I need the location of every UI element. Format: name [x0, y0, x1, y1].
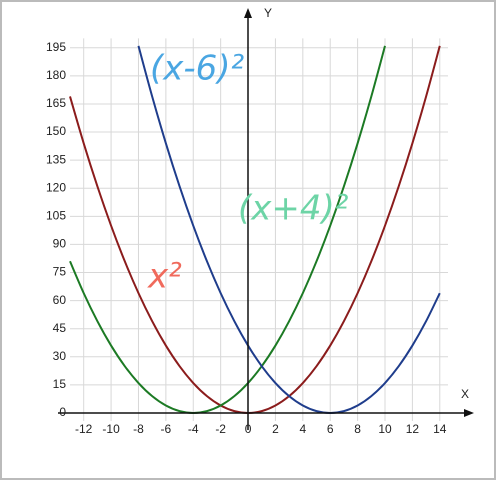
x-tick-label: -4 [188, 422, 199, 436]
x-tick-label: 2 [272, 422, 279, 436]
curve [137, 45, 441, 415]
y-tick-label: 15 [53, 377, 67, 391]
x-tick-label: 4 [299, 422, 306, 436]
y-tick-label: 0 [59, 405, 66, 419]
x-tick-label: 10 [378, 422, 392, 436]
y-arrow [244, 8, 252, 18]
x-tick-label: -6 [161, 422, 172, 436]
x-axis-label: X [461, 387, 469, 401]
y-tick-label: 90 [53, 237, 67, 251]
x-tick-label: -2 [215, 422, 226, 436]
x-tick-label: 6 [327, 422, 334, 436]
y-tick-label: 150 [46, 124, 66, 138]
x-arrow [464, 409, 474, 417]
x-tick-label: 12 [406, 422, 420, 436]
y-tick-label: 135 [46, 152, 66, 166]
x-tick-label: -12 [75, 422, 93, 436]
annotation: (x-6)² [150, 49, 245, 89]
y-tick-label: 60 [53, 293, 67, 307]
y-tick-label: 180 [46, 68, 66, 82]
x-tick-label: 14 [433, 422, 447, 436]
annotation: (x+4)² [238, 189, 349, 229]
y-tick-label: 75 [53, 265, 67, 279]
x-tick-label: 0 [245, 422, 252, 436]
y-tick-label: 165 [46, 96, 66, 110]
annotation: x² [147, 257, 182, 297]
y-tick-label: 195 [46, 40, 66, 54]
x-tick-label: -10 [102, 422, 120, 436]
x-tick-label: -8 [133, 422, 144, 436]
y-axis-label: Y [264, 6, 272, 20]
curve [69, 45, 386, 415]
y-tick-label: 45 [53, 321, 67, 335]
axes: X Y 0153045607590105120135150165180195-1… [46, 6, 474, 436]
y-tick-label: 120 [46, 180, 66, 194]
y-tick-label: 105 [46, 209, 66, 223]
y-tick-label: 30 [53, 349, 67, 363]
x-tick-label: 8 [354, 422, 361, 436]
